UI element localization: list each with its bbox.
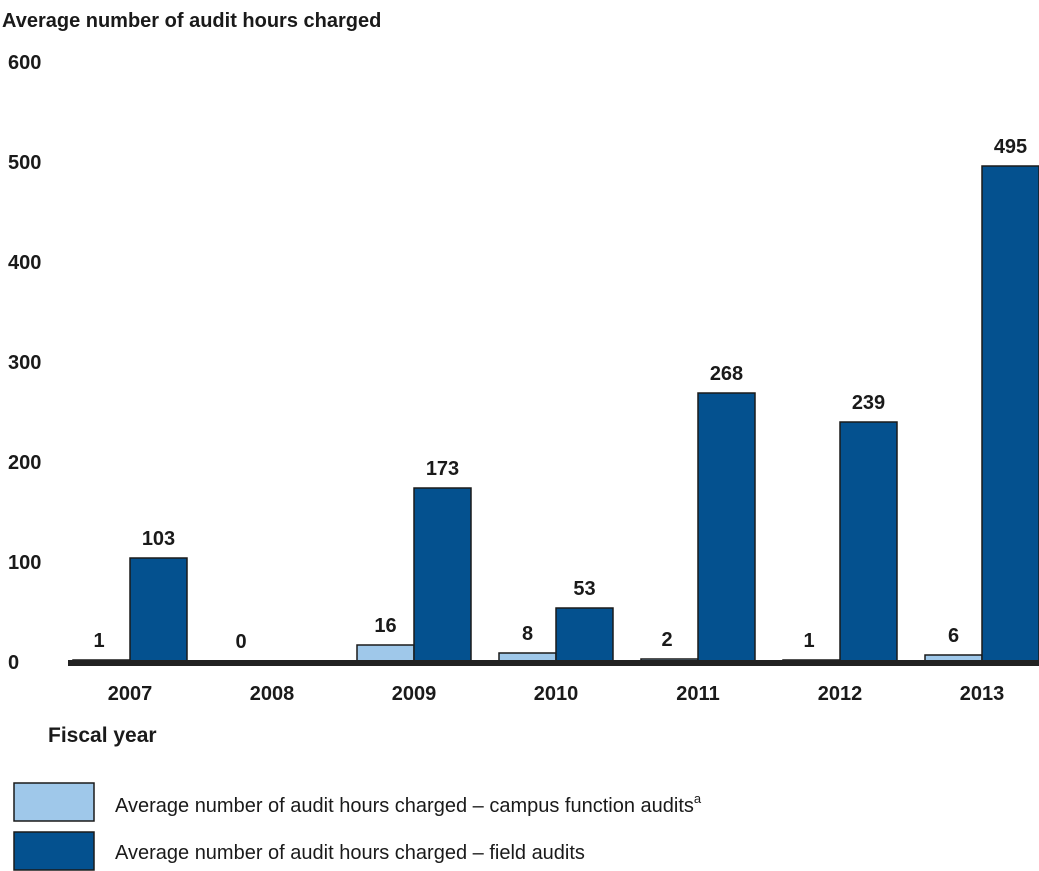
bar-campus-2010 (498, 652, 557, 662)
value-label-field-2013: 495 (994, 136, 1027, 158)
y-axis-ticks: 0 100 200 300 400 500 600 (8, 52, 41, 674)
legend-label-field: Average number of audit hours charged – … (115, 842, 585, 864)
y-axis-label: Average number of audit hours charged (2, 10, 381, 32)
y-tick-label: 400 (8, 252, 41, 274)
value-label-field-2011: 268 (710, 363, 743, 385)
x-axis-ticks: 2007 2008 2009 2010 2011 2012 2013 (108, 683, 1005, 705)
value-label-field-2007: 103 (142, 528, 175, 550)
y-tick-label: 0 (8, 652, 19, 674)
y-tick-label: 200 (8, 452, 41, 474)
y-tick-label: 100 (8, 552, 41, 574)
value-label-campus-2007: 1 (93, 630, 104, 652)
value-label-field-2012: 239 (852, 392, 885, 414)
x-tick-label-2009: 2009 (392, 683, 437, 705)
bar-field-2009 (413, 487, 472, 662)
value-label-campus-2011: 2 (661, 629, 672, 651)
x-axis-label: Fiscal year (48, 724, 157, 747)
legend-label-campus: Average number of audit hours charged – … (115, 791, 702, 817)
x-tick-label-2011: 2011 (676, 683, 719, 705)
bars (72, 165, 1039, 662)
bar-field-2007 (129, 557, 188, 662)
legend-swatch-campus (13, 782, 95, 822)
bar-field-2011 (697, 392, 756, 662)
x-tick-label-2008: 2008 (250, 683, 295, 705)
value-label-campus-2008: 0 (235, 631, 246, 653)
value-label-field-2010: 53 (573, 578, 595, 600)
x-tick-label-2007: 2007 (108, 683, 153, 705)
bar-campus-2009 (356, 644, 415, 662)
x-tick-label-2012: 2012 (818, 683, 863, 705)
x-tick-label-2013: 2013 (960, 683, 1005, 705)
bar-field-2013 (981, 165, 1039, 662)
value-label-campus-2009: 16 (374, 615, 396, 637)
y-tick-label: 500 (8, 152, 41, 174)
value-label-campus-2012: 1 (803, 630, 814, 652)
value-label-campus-2013: 6 (948, 625, 959, 647)
legend: Average number of audit hours charged – … (13, 782, 702, 871)
legend-swatch-field (13, 831, 95, 871)
y-tick-label: 300 (8, 352, 41, 374)
y-tick-label: 600 (8, 52, 41, 74)
bar-field-2010 (555, 607, 614, 662)
x-tick-label-2010: 2010 (534, 683, 579, 705)
x-axis-line (68, 660, 1039, 666)
value-label-field-2009: 173 (426, 458, 459, 480)
bar-field-2012 (839, 421, 898, 662)
value-labels: 1 103 0 16 173 8 53 2 268 1 239 6 495 (93, 136, 1027, 653)
value-label-campus-2010: 8 (522, 623, 533, 645)
legend-label-campus-text: Average number of audit hours charged – … (115, 795, 694, 817)
legend-label-campus-superscript: a (694, 791, 702, 806)
